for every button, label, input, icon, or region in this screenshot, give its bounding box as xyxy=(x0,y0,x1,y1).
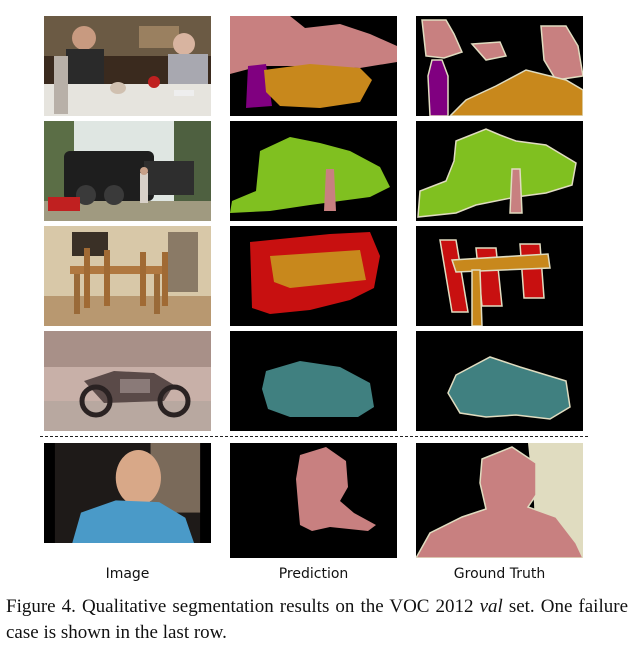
image-row3-chairs xyxy=(44,226,211,326)
ground-truth-row3-chairs xyxy=(416,226,583,326)
image-row4-motorbike xyxy=(44,331,211,431)
prediction-row2-train xyxy=(230,121,397,221)
prediction-row5-person xyxy=(230,443,397,558)
column-label-image: Image xyxy=(105,566,150,582)
failure-case-divider xyxy=(40,436,588,437)
figure-caption: Figure 4. Qualitative segmentation resul… xyxy=(6,594,628,646)
column-label-ground-truth: Ground Truth xyxy=(453,566,546,582)
prediction-row3-chairs xyxy=(230,226,397,326)
image-row5-person xyxy=(44,443,211,543)
caption-italic: val xyxy=(479,596,503,617)
ground-truth-row1-dinner xyxy=(416,16,583,116)
caption-prefix: Figure 4. Qualitative segmentation resul… xyxy=(6,596,474,617)
column-label-prediction: Prediction xyxy=(278,566,349,582)
image-row2-train xyxy=(44,121,211,221)
image-row1-dinner xyxy=(44,16,211,116)
prediction-row1-dinner xyxy=(230,16,397,116)
caption-suffix: set. One failure case is shown in the la… xyxy=(6,596,629,643)
ground-truth-row5-person xyxy=(416,443,583,558)
prediction-row4-motorbike xyxy=(230,331,397,431)
ground-truth-row2-train xyxy=(416,121,583,221)
ground-truth-row4-motorbike xyxy=(416,331,583,431)
